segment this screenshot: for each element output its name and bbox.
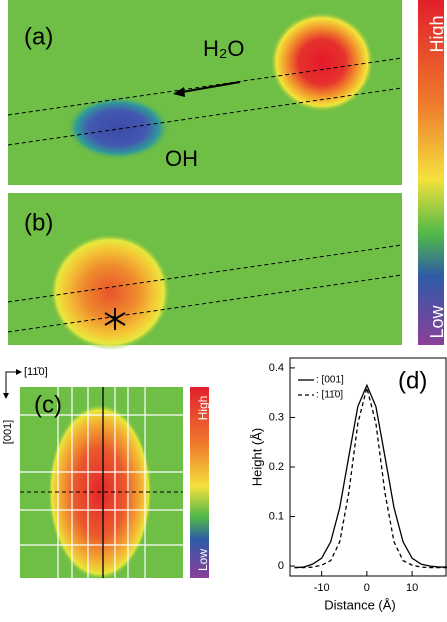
panel-label: (a) [24, 23, 53, 50]
annotation: OH [165, 146, 198, 171]
y-tick-label: 0.3 [269, 411, 284, 423]
y-tick-label: 0.2 [269, 461, 284, 473]
legend-label: : [001] [316, 375, 344, 386]
x-tick-label: 0 [364, 582, 370, 594]
x-tick-label: -10 [314, 582, 330, 594]
colorbar-low: Low [196, 549, 210, 571]
panel-label: (c) [34, 391, 62, 418]
axis-label: [11̄0] [24, 366, 48, 378]
y-tick-label: 0 [278, 560, 284, 572]
y-axis-label: Height (Å) [249, 428, 264, 487]
colorbar-low: Low [427, 304, 447, 338]
chart-title: (d) [398, 367, 427, 394]
data-line [294, 387, 447, 569]
panel-d: 0 0.1 0.2 0.3 0.4 -10 0 10 Distance (Å) Height (Å… [249, 357, 447, 612]
x-axis-label: Distance (Å) [324, 597, 396, 612]
panel-a: (a) H₂O OH [7, 0, 403, 185]
colorbar-high: High [427, 15, 447, 52]
legend-label: : [11̄0] [316, 390, 343, 401]
y-tick-label: 0.4 [269, 362, 284, 374]
marker [104, 308, 126, 330]
panel-b: (b) [7, 193, 403, 350]
data-line [294, 383, 447, 569]
panel-c: [11̄0] [001] (c) High Low [2, 366, 210, 580]
colorbar: High Low [418, 0, 447, 345]
annotation: H₂O [203, 36, 245, 61]
axis-label: [001] [2, 420, 14, 444]
x-tick-label: 10 [406, 582, 418, 594]
y-tick-label: 0.1 [269, 510, 284, 522]
colorbar-high: High [196, 396, 210, 421]
panel-label: (b) [24, 209, 53, 236]
